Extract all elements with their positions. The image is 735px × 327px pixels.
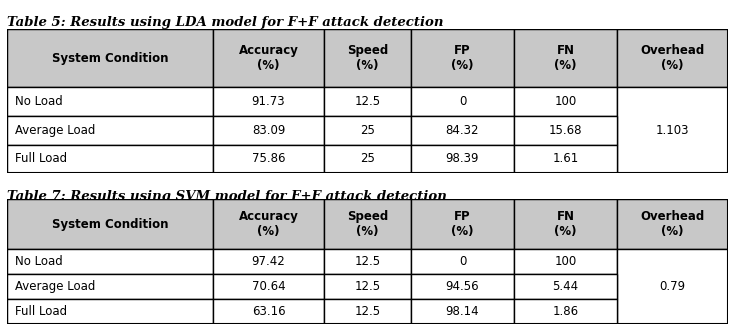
Bar bbox=[7, 116, 213, 145]
Bar bbox=[7, 249, 213, 274]
Bar bbox=[514, 199, 617, 249]
Bar bbox=[411, 299, 514, 324]
Text: 97.42: 97.42 bbox=[251, 255, 285, 268]
Text: 1.103: 1.103 bbox=[656, 124, 689, 137]
Bar bbox=[213, 145, 324, 173]
Text: 25: 25 bbox=[360, 152, 375, 165]
Text: 5.44: 5.44 bbox=[552, 280, 578, 293]
Text: System Condition: System Condition bbox=[52, 52, 168, 65]
Text: 94.56: 94.56 bbox=[445, 280, 479, 293]
Bar bbox=[617, 29, 728, 87]
Bar bbox=[7, 299, 213, 324]
Bar bbox=[324, 199, 411, 249]
Bar bbox=[617, 199, 728, 249]
Bar bbox=[514, 116, 617, 145]
Text: 63.16: 63.16 bbox=[252, 305, 285, 318]
Bar bbox=[324, 274, 411, 299]
Bar bbox=[7, 87, 213, 116]
Bar bbox=[213, 199, 324, 249]
Bar bbox=[514, 249, 617, 274]
Text: Overhead
(%): Overhead (%) bbox=[640, 210, 704, 238]
Bar bbox=[7, 145, 213, 173]
Text: Average Load: Average Load bbox=[15, 124, 96, 137]
Text: 98.39: 98.39 bbox=[445, 152, 479, 165]
Text: Full Load: Full Load bbox=[15, 305, 68, 318]
Bar bbox=[213, 274, 324, 299]
Text: FN
(%): FN (%) bbox=[554, 210, 577, 238]
Text: 12.5: 12.5 bbox=[354, 95, 381, 108]
Bar bbox=[514, 87, 617, 116]
Text: Accuracy
(%): Accuracy (%) bbox=[239, 210, 298, 238]
Text: No Load: No Load bbox=[15, 255, 63, 268]
Bar bbox=[213, 299, 324, 324]
Text: 12.5: 12.5 bbox=[354, 305, 381, 318]
Text: 0.79: 0.79 bbox=[659, 280, 685, 293]
Text: 12.5: 12.5 bbox=[354, 280, 381, 293]
Text: 15.68: 15.68 bbox=[548, 124, 582, 137]
Bar bbox=[411, 199, 514, 249]
Bar bbox=[514, 274, 617, 299]
Text: FP
(%): FP (%) bbox=[451, 44, 474, 72]
Text: 1.86: 1.86 bbox=[552, 305, 578, 318]
Text: 100: 100 bbox=[554, 255, 576, 268]
Text: Overhead
(%): Overhead (%) bbox=[640, 44, 704, 72]
Bar bbox=[7, 29, 213, 87]
Bar bbox=[213, 116, 324, 145]
Bar bbox=[411, 116, 514, 145]
Bar bbox=[213, 249, 324, 274]
Bar bbox=[514, 145, 617, 173]
Text: Speed
(%): Speed (%) bbox=[347, 44, 388, 72]
Text: FN
(%): FN (%) bbox=[554, 44, 577, 72]
Text: No Load: No Load bbox=[15, 95, 63, 108]
Text: Speed
(%): Speed (%) bbox=[347, 210, 388, 238]
Text: 12.5: 12.5 bbox=[354, 255, 381, 268]
Bar bbox=[617, 249, 728, 324]
Bar bbox=[324, 299, 411, 324]
Text: 84.32: 84.32 bbox=[445, 124, 479, 137]
Text: 1.61: 1.61 bbox=[552, 152, 578, 165]
Bar bbox=[411, 87, 514, 116]
Bar bbox=[514, 299, 617, 324]
Text: 0: 0 bbox=[459, 95, 466, 108]
Bar bbox=[324, 87, 411, 116]
Bar bbox=[7, 274, 213, 299]
Text: Full Load: Full Load bbox=[15, 152, 68, 165]
Text: 0: 0 bbox=[459, 255, 466, 268]
Text: System Condition: System Condition bbox=[52, 218, 168, 231]
Text: FP
(%): FP (%) bbox=[451, 210, 474, 238]
Text: Average Load: Average Load bbox=[15, 280, 96, 293]
Bar bbox=[411, 249, 514, 274]
Text: 98.14: 98.14 bbox=[445, 305, 479, 318]
Text: Table 5: Results using LDA model for F+F attack detection: Table 5: Results using LDA model for F+F… bbox=[7, 16, 444, 29]
Bar bbox=[213, 87, 324, 116]
Bar bbox=[324, 249, 411, 274]
Bar bbox=[324, 145, 411, 173]
Bar bbox=[617, 87, 728, 173]
Text: Accuracy
(%): Accuracy (%) bbox=[239, 44, 298, 72]
Bar bbox=[411, 29, 514, 87]
Bar bbox=[324, 29, 411, 87]
Bar bbox=[514, 29, 617, 87]
Text: 70.64: 70.64 bbox=[252, 280, 285, 293]
Bar bbox=[411, 145, 514, 173]
Bar bbox=[324, 116, 411, 145]
Text: Table 7: Results using SVM model for F+F attack detection: Table 7: Results using SVM model for F+F… bbox=[7, 190, 447, 203]
Text: 25: 25 bbox=[360, 124, 375, 137]
Text: 83.09: 83.09 bbox=[252, 124, 285, 137]
Text: 75.86: 75.86 bbox=[252, 152, 285, 165]
Bar bbox=[411, 274, 514, 299]
Bar bbox=[213, 29, 324, 87]
Text: 91.73: 91.73 bbox=[252, 95, 285, 108]
Bar bbox=[7, 199, 213, 249]
Text: 100: 100 bbox=[554, 95, 576, 108]
